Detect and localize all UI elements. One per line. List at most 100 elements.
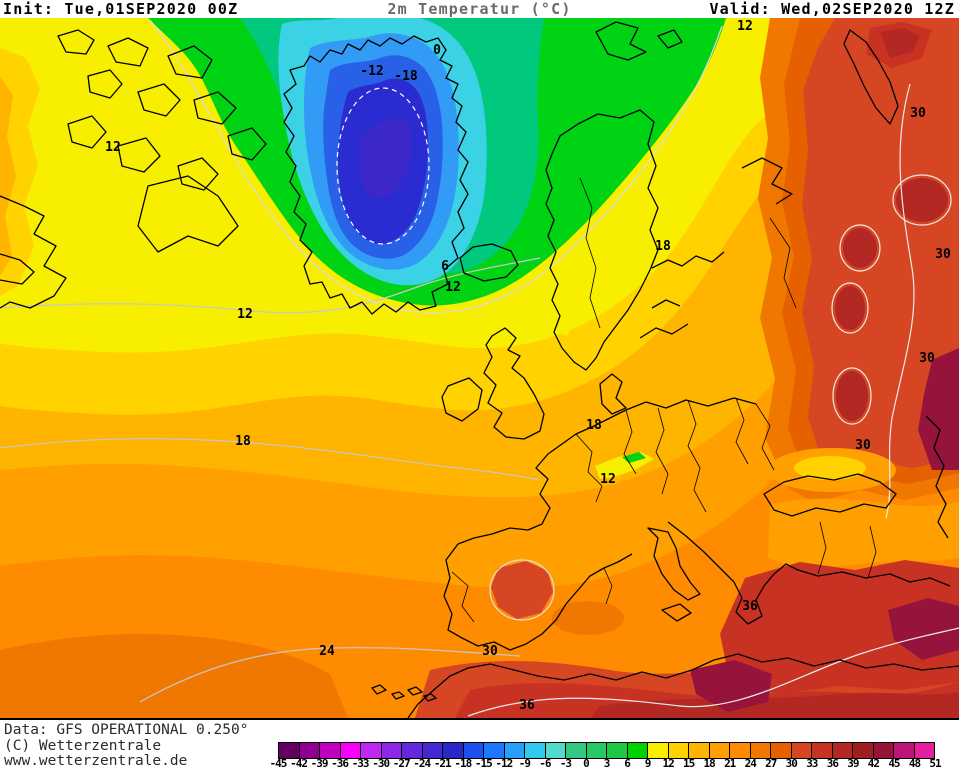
contour-dark-patch-2 <box>839 224 881 272</box>
colorbar-tick-label: 6 <box>624 757 631 770</box>
coast-black-sea <box>763 473 897 517</box>
colorbar-tick-label: 0 <box>583 757 590 770</box>
colorbar-tick-label: -33 <box>351 757 370 770</box>
colorbar-segment <box>279 743 299 758</box>
colorbar-segment <box>913 743 934 758</box>
coast-italy <box>647 527 701 601</box>
coast-white-sea <box>741 157 793 205</box>
colorbar-segment <box>708 743 729 758</box>
country-borders <box>451 177 877 623</box>
coast-labrador-bay <box>0 253 35 285</box>
coast-ireland <box>441 377 483 422</box>
colorbar-tick-label: -36 <box>331 757 349 770</box>
field-left-amber-sliver <box>0 76 16 276</box>
colorbar-segment <box>729 743 750 758</box>
colorbar-tick-label: -15 <box>474 757 493 770</box>
colorbar-segment <box>872 743 893 758</box>
field-se-crimson <box>888 598 959 660</box>
field-sespain-burnt <box>552 601 624 635</box>
copyright-label: (C) Wetterzentrale <box>4 737 162 754</box>
colorbar-segment <box>749 743 770 758</box>
contour-12 <box>0 257 541 314</box>
coast-labrador <box>0 195 67 309</box>
colorbar-segment <box>442 743 463 758</box>
contour-label: 6 <box>441 259 449 274</box>
colorbar-segment <box>688 743 709 758</box>
colorbar-tick-label: 3 <box>603 757 611 770</box>
contour-dark-patch-4 <box>832 367 872 425</box>
colorbar-tick-label: -39 <box>310 757 329 770</box>
website-label: www.wetterzentrale.de <box>4 753 188 769</box>
contour-label: 30 <box>855 438 871 453</box>
colorbar-segment <box>811 743 832 758</box>
coast-canadian-islands <box>57 29 267 253</box>
coast-scandinavia <box>545 109 659 371</box>
colorbar-tick-label: 9 <box>644 757 652 770</box>
colorbar-tick-label: -21 <box>433 757 452 770</box>
contour-label: 12 <box>105 140 121 155</box>
coast-west-europe <box>457 409 627 545</box>
header-bar: Init: Tue,01SEP2020 00Z 2m Temperatur (°… <box>0 0 959 18</box>
contour-label: 18 <box>655 239 671 254</box>
colorbar-segment <box>360 743 381 758</box>
colorbar-segment <box>893 743 914 758</box>
coast-iceland <box>459 243 519 282</box>
coast-novaya-zemlya <box>843 29 899 125</box>
contour-label: 12 <box>445 280 461 295</box>
field-burnt-corner <box>0 634 348 718</box>
colorbar-segment <box>565 743 586 758</box>
init-time-label: Init: Tue,01SEP2020 00Z <box>3 0 239 18</box>
field-dark-patch-3 <box>835 286 865 330</box>
colorbar-segment <box>770 743 791 758</box>
contour-label: 30 <box>919 351 935 366</box>
colorbar-tick-label: -9 <box>518 757 531 770</box>
colorbar-tick-label: -12 <box>495 757 513 770</box>
field-dark-patch-4 <box>836 371 868 421</box>
colorbar-tick-label: 21 <box>724 757 736 770</box>
coast-adriatic <box>667 521 735 583</box>
colorbar-tick-label: 27 <box>765 757 777 770</box>
colorbar-segment <box>319 743 340 758</box>
colorbar-segment <box>524 743 545 758</box>
coast-canary-islands <box>371 684 437 702</box>
colorbar-segment <box>298 743 319 758</box>
coast-greenland <box>283 35 469 315</box>
colorbar-tick-label: -18 <box>454 757 472 770</box>
colorbar-tick-label: -30 <box>372 757 390 770</box>
contour-36-africa <box>467 627 959 717</box>
colorbar-tick-label: 42 <box>867 757 880 770</box>
colorbar-segment <box>852 743 873 758</box>
coast-sicily <box>661 603 692 622</box>
colorbar-segment <box>544 743 565 758</box>
coast-baltic <box>639 251 725 339</box>
contour-30-east <box>885 83 915 519</box>
contour-label: 30 <box>910 106 926 121</box>
coast-iberia <box>443 543 633 651</box>
colorbar-tick-label: -24 <box>413 757 431 770</box>
temperature-map: 0 -12 -18 12 12 12 6 12 18 18 18 12 24 30 36 36 30 30 30 30 <box>0 18 959 718</box>
coastlines <box>0 21 959 718</box>
colorbar-tick-label: 51 <box>929 757 941 770</box>
colorbar-segment <box>401 743 422 758</box>
contour-label: 12 <box>737 19 753 34</box>
contour-label: 18 <box>235 434 251 449</box>
field-bottom-darker <box>590 692 959 718</box>
coast-morocco <box>407 703 419 718</box>
colorbar-segment <box>606 743 627 758</box>
contour-label: 30 <box>482 644 498 659</box>
colorbar-tick-label: 39 <box>847 757 859 770</box>
contour-label: -12 <box>360 64 383 79</box>
colorbar-tick-label: 33 <box>806 757 818 770</box>
colorbar-tick-label: 12 <box>662 757 674 770</box>
valid-time-label: Valid: Wed,02SEP2020 12Z <box>709 0 955 18</box>
map-title: 2m Temperatur (°C) <box>387 0 572 18</box>
contour-label: 12 <box>600 472 616 487</box>
coast-great-britain <box>483 327 545 440</box>
contour-dark-patch-3 <box>831 282 869 334</box>
colorbar-segment <box>585 743 606 758</box>
colorbar-tick-label: 18 <box>703 757 716 770</box>
contour-label: -18 <box>394 69 418 84</box>
colorbar-tick-label: -27 <box>392 757 411 770</box>
data-source-label: Data: GFS OPERATIONAL 0.250° <box>4 722 249 738</box>
